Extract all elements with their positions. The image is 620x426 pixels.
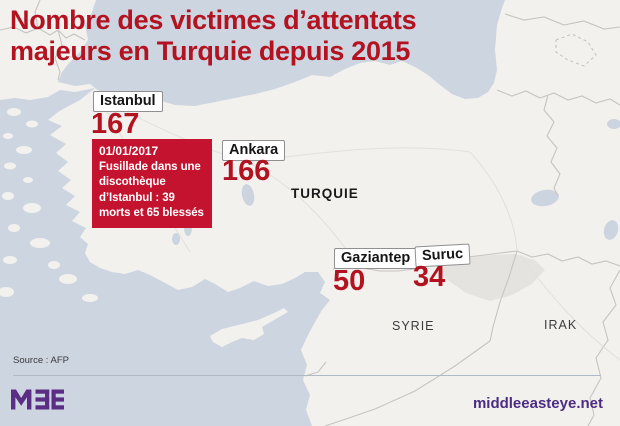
city-label-istanbul: Istanbul	[93, 91, 163, 112]
annotation-date: 01/01/2017	[99, 144, 159, 158]
footer-divider	[13, 375, 601, 376]
lakes	[172, 119, 620, 245]
city-value-ankara: 166	[222, 155, 271, 187]
land-anatolia	[48, 0, 620, 426]
city-value-suruc: 34	[413, 261, 446, 293]
land-balkans	[0, 0, 96, 100]
city-value-istanbul: 167	[91, 108, 140, 140]
shaded-region-syria	[436, 254, 545, 301]
country-label-syrie: SYRIE	[392, 319, 435, 333]
site-url: middleeasteye.net	[472, 395, 603, 412]
source-credit: Source : AFP	[13, 355, 69, 366]
annotation-text: Fusillade dans une discothèque d’Istanbu…	[99, 160, 204, 220]
city-value-gaziantep: 50	[333, 265, 366, 297]
country-label-turquie: TURQUIE	[291, 186, 359, 201]
aegean-islands	[0, 108, 98, 302]
page-title: Nombre des victimes d’attentats majeurs …	[10, 5, 417, 67]
city-label-ankara: Ankara	[222, 140, 286, 161]
title-line-1: Nombre des victimes d’attentats	[10, 5, 417, 35]
mee-logo	[11, 389, 64, 410]
city-label-gaziantep: Gaziantep	[334, 248, 418, 269]
attack-annotation-box: 01/01/2017 Fusillade dans une discothèqu…	[92, 139, 212, 228]
title-line-2: majeurs en Turquie depuis 2015	[10, 36, 411, 66]
island-cyprus	[210, 308, 288, 347]
country-label-irak: IRAK	[544, 318, 578, 332]
